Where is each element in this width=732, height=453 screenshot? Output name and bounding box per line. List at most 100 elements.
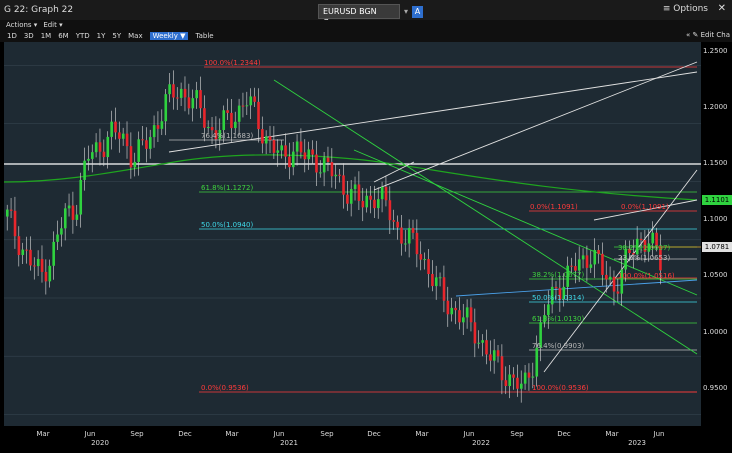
candle-body xyxy=(566,265,569,287)
range-5y[interactable]: 5Y xyxy=(112,32,122,40)
y-tick-label: 1.2500 xyxy=(703,47,728,55)
a-button[interactable]: A xyxy=(412,5,424,18)
candle-body xyxy=(311,149,314,155)
candle-body xyxy=(129,146,133,168)
candle-body xyxy=(183,88,187,98)
candle-body xyxy=(624,248,627,270)
candle-body xyxy=(365,195,369,208)
candle-body xyxy=(299,141,303,153)
candle-body xyxy=(326,157,330,163)
candle-body xyxy=(489,354,492,361)
candle-body xyxy=(620,269,624,294)
candle-body xyxy=(593,250,597,265)
x-tick-label: Dec xyxy=(367,430,381,438)
fib-label: 0.0%(0.9536) xyxy=(201,384,249,392)
candle-body xyxy=(307,149,311,160)
candle-body xyxy=(253,96,256,102)
candle-body xyxy=(349,189,353,204)
candle-body xyxy=(17,236,21,256)
last-value-green: 1.1101 xyxy=(702,195,732,205)
candle-body xyxy=(87,158,90,161)
candle-body xyxy=(295,141,299,152)
x-year-label: 2021 xyxy=(280,439,298,447)
chevron-down-icon[interactable]: ▾ xyxy=(404,7,409,16)
price-chart[interactable]: 100.0%(1.2344) 76.4%(1.1683) 61.8%(1.127… xyxy=(4,42,701,426)
options-menu[interactable]: ≡ Options xyxy=(662,4,708,14)
candle-body xyxy=(512,374,515,378)
candle-body xyxy=(334,174,338,177)
candle-body xyxy=(226,110,229,113)
x-tick-label: Dec xyxy=(178,430,192,438)
candle-body xyxy=(373,199,376,209)
range-1d[interactable]: 1D xyxy=(7,32,17,40)
candle-body xyxy=(585,255,589,268)
candle-body xyxy=(431,274,434,287)
candle-body xyxy=(145,140,148,149)
x-tick-label: Mar xyxy=(36,430,50,438)
ticker-input[interactable]: EURUSD BGN Curncy xyxy=(318,4,400,27)
range-ytd[interactable]: YTD xyxy=(75,32,90,40)
candle-body xyxy=(214,130,218,140)
candle-body xyxy=(133,161,137,168)
candle-body xyxy=(52,241,55,266)
chart-canvas[interactable]: 100.0%(1.2344) 76.4%(1.1683) 61.8%(1.127… xyxy=(4,42,701,426)
candle-body xyxy=(516,377,519,389)
candle-body xyxy=(574,266,577,271)
close-icon[interactable]: ✕ xyxy=(717,3,726,14)
edit-menu[interactable]: Edit ▾ xyxy=(43,21,63,29)
edit-chart-button[interactable]: « ✎ Edit Cha xyxy=(686,31,730,39)
collapse-icon[interactable]: « xyxy=(685,31,691,39)
table-button[interactable]: Table xyxy=(195,32,214,40)
candle-body xyxy=(458,310,461,323)
fib-label: 61.8%(1.0130) xyxy=(532,315,584,323)
range-1m[interactable]: 1M xyxy=(40,32,52,40)
candle-body xyxy=(291,151,295,168)
last-value-white: 1.0781 xyxy=(702,242,732,252)
range-3d[interactable]: 3D xyxy=(23,32,34,40)
fib-levels xyxy=(4,66,701,393)
fib-label: 100.0%(1.2344) xyxy=(204,59,261,67)
candle-body xyxy=(380,186,384,200)
candle-body xyxy=(67,205,71,209)
candle-body xyxy=(191,98,195,109)
candle-body xyxy=(280,145,283,151)
candle-body xyxy=(137,139,140,162)
fib-label: 76.4%(1.1683) xyxy=(201,132,253,140)
x-tick-label: Sep xyxy=(510,430,524,438)
candle-body xyxy=(152,125,156,138)
candle-body xyxy=(411,228,415,233)
candle-body xyxy=(56,234,59,242)
candle-body xyxy=(531,376,535,378)
candle-body xyxy=(114,121,117,133)
range-max[interactable]: Max xyxy=(128,32,143,40)
candle-body xyxy=(500,356,504,381)
candle-body xyxy=(357,184,361,201)
candle-body xyxy=(13,210,17,237)
trend-lines xyxy=(4,61,698,373)
actions-menu[interactable]: Actions ▾ xyxy=(6,21,38,29)
x-tick-label: Jun xyxy=(653,430,665,438)
menu-bar: Actions ▾ Edit ▾ xyxy=(0,20,732,30)
window-title: G 22: Graph 22 xyxy=(4,5,74,15)
fib-label: 61.8%(1.1272) xyxy=(201,184,253,192)
candle-body xyxy=(91,152,94,159)
candle-body xyxy=(643,240,647,252)
fib-label: 100.0%(1.0516) xyxy=(618,272,675,280)
candle-body xyxy=(438,277,442,279)
candle-body xyxy=(160,121,164,129)
candle-body xyxy=(222,110,226,130)
range-6m[interactable]: 6M xyxy=(58,32,69,40)
candle-body xyxy=(612,276,616,292)
trend-line-white-2 xyxy=(373,61,698,191)
range-1y[interactable]: 1Y xyxy=(96,32,106,40)
trend-line-white-short xyxy=(373,161,415,183)
candle-body xyxy=(338,174,341,176)
ticker-selector[interactable]: EURUSD BGN Curncy ▾ A xyxy=(318,4,424,27)
period-select[interactable]: Weekly ▼ xyxy=(149,32,189,40)
x-tick-label: Dec xyxy=(557,430,571,438)
channel-line-upper xyxy=(593,199,698,221)
edit-chart-label[interactable]: ✎ Edit Cha xyxy=(692,31,731,39)
candle-body xyxy=(442,277,446,301)
fib-label: 38.2%(1.0677) xyxy=(532,271,584,279)
candle-body xyxy=(98,142,102,152)
